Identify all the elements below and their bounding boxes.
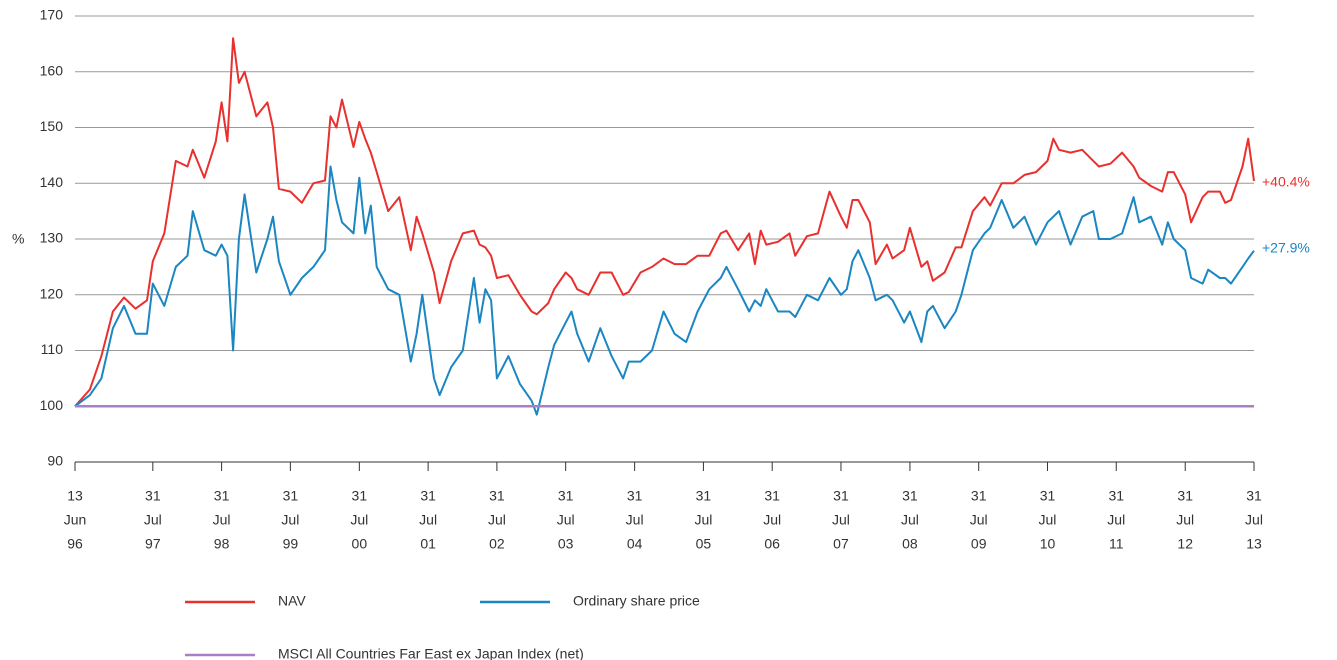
x-tick-label: Jul	[901, 512, 919, 528]
x-tick-label: Jul	[1176, 512, 1194, 528]
y-tick-label: 130	[40, 230, 64, 246]
x-tick-label: 05	[696, 536, 712, 552]
x-tick-label: 98	[214, 536, 230, 552]
x-tick-label: 31	[558, 488, 574, 504]
y-tick-label: 120	[40, 285, 64, 301]
x-tick-label: 31	[489, 488, 505, 504]
x-tick-label: 96	[67, 536, 83, 552]
x-tick-label: 31	[971, 488, 987, 504]
y-tick-label: 90	[47, 453, 63, 469]
y-tick-label: 160	[40, 62, 64, 78]
x-tick-label: Jul	[419, 512, 437, 528]
x-tick-label: 31	[1108, 488, 1124, 504]
series-line	[74, 37, 1255, 407]
end-label: +40.4%	[1262, 174, 1310, 190]
series-line	[74, 165, 1255, 416]
x-tick-label: Jul	[970, 512, 988, 528]
x-tick-label: 31	[902, 488, 918, 504]
x-tick-label: 08	[902, 536, 918, 552]
x-tick-label: Jul	[557, 512, 575, 528]
x-tick-label: 97	[145, 536, 161, 552]
x-tick-label: Jul	[763, 512, 781, 528]
legend-label: NAV	[278, 593, 306, 609]
x-tick-label: 04	[627, 536, 643, 552]
x-tick-label: 13	[1246, 536, 1262, 552]
x-tick-label: Jul	[488, 512, 506, 528]
x-tick-label: Jul	[1039, 512, 1057, 528]
x-tick-label: 11	[1109, 536, 1124, 552]
x-tick-label: 31	[352, 488, 368, 504]
x-tick-label: 00	[352, 536, 368, 552]
x-tick-label: 07	[833, 536, 849, 552]
x-tick-label: 99	[283, 536, 299, 552]
end-label: +27.9%	[1262, 239, 1310, 255]
x-tick-label: 09	[971, 536, 987, 552]
y-tick-label: 100	[40, 397, 64, 413]
x-tick-label: Jul	[281, 512, 299, 528]
x-tick-label: 31	[420, 488, 436, 504]
x-tick-label: 31	[283, 488, 299, 504]
x-tick-label: Jun	[64, 512, 87, 528]
x-tick-label: 31	[764, 488, 780, 504]
x-tick-label: Jul	[694, 512, 712, 528]
x-tick-label: 31	[1177, 488, 1193, 504]
x-tick-label: 31	[145, 488, 161, 504]
x-tick-label: 02	[489, 536, 505, 552]
x-tick-label: Jul	[1245, 512, 1263, 528]
legend-label: Ordinary share price	[573, 593, 700, 609]
x-tick-label: 13	[67, 488, 83, 504]
x-tick-label: 31	[696, 488, 712, 504]
x-tick-label: 31	[1040, 488, 1056, 504]
y-tick-label: 140	[40, 174, 64, 190]
x-tick-label: 12	[1177, 536, 1193, 552]
y-tick-label: 150	[40, 118, 64, 134]
x-tick-label: Jul	[832, 512, 850, 528]
x-tick-label: Jul	[626, 512, 644, 528]
x-tick-label: Jul	[144, 512, 162, 528]
y-tick-label: 170	[40, 7, 64, 23]
x-tick-label: 01	[420, 536, 436, 552]
x-tick-label: 10	[1040, 536, 1056, 552]
legend-label: MSCI All Countries Far East ex Japan Ind…	[278, 646, 584, 660]
x-tick-label: 31	[1246, 488, 1262, 504]
x-tick-label: 06	[764, 536, 780, 552]
x-tick-label: Jul	[213, 512, 231, 528]
y-tick-label: 110	[41, 341, 64, 357]
y-axis-label: %	[12, 231, 24, 247]
x-tick-label: 31	[833, 488, 849, 504]
x-tick-label: 31	[214, 488, 230, 504]
x-tick-label: 31	[627, 488, 643, 504]
x-tick-label: Jul	[350, 512, 368, 528]
x-tick-label: Jul	[1107, 512, 1125, 528]
x-tick-label: 03	[558, 536, 574, 552]
